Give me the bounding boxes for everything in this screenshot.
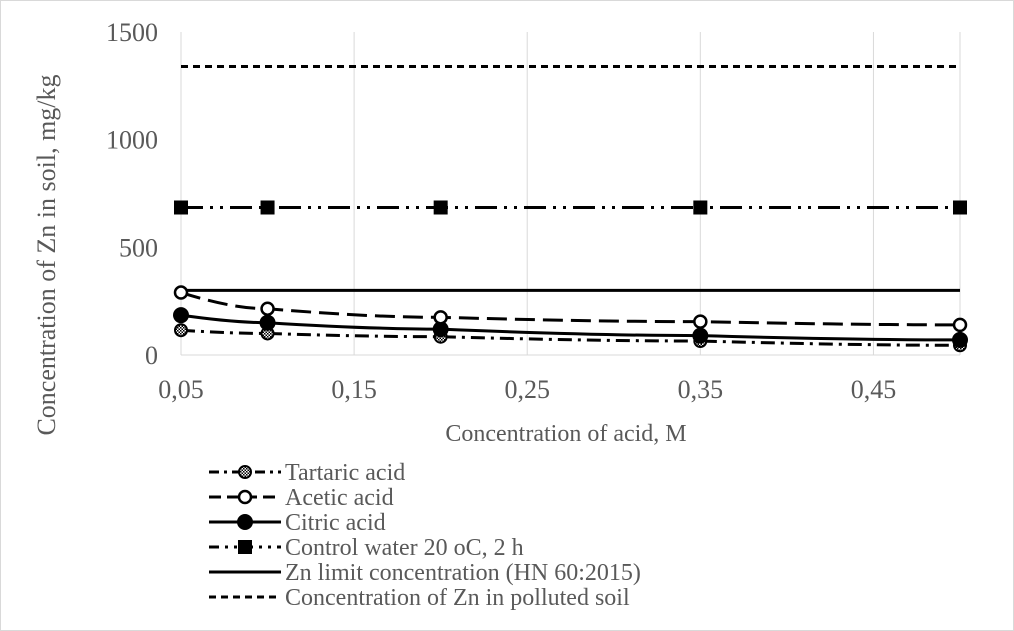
- data-point: [260, 301, 275, 316]
- legend-item: Citric acid: [209, 510, 386, 536]
- data-point: [433, 310, 448, 325]
- series-3: [173, 307, 968, 348]
- legend-marker: [238, 540, 252, 554]
- data-point: [953, 200, 967, 215]
- data-point: [952, 317, 968, 333]
- data-point: [693, 200, 708, 215]
- data-point: [173, 285, 189, 300]
- x-tick-label: 0,05: [158, 375, 204, 404]
- legend-item: Tartaric acid: [209, 460, 405, 486]
- y-tick-label: 1500: [106, 18, 158, 47]
- data-point: [174, 323, 188, 338]
- legend-label: Tartaric acid: [285, 460, 405, 486]
- series-2: [173, 285, 968, 333]
- data-point: [173, 307, 189, 324]
- legend-label: Zn limit concentration (HN 60:2015): [285, 560, 641, 586]
- data-point: [692, 327, 709, 344]
- y-tick-label: 1000: [106, 126, 158, 155]
- x-tick-label: 0,35: [678, 375, 724, 404]
- legend-label: Concentration of Zn in polluted soil: [285, 585, 630, 611]
- x-tick-label: 0,45: [851, 375, 897, 404]
- legend-item: Acetic acid: [209, 485, 394, 511]
- series-line: [180, 313, 961, 342]
- data-point: [433, 200, 448, 215]
- data-point: [693, 314, 708, 329]
- series-4: [174, 200, 967, 215]
- x-tick-label: 0,15: [331, 375, 377, 404]
- series-layer: [173, 64, 968, 353]
- y-tick-label: 0: [145, 341, 158, 370]
- x-axis-label: Concentration of acid, M: [445, 421, 686, 447]
- legend-marker: [237, 489, 253, 505]
- legend-label: Citric acid: [285, 510, 386, 536]
- legend-item: Concentration of Zn in polluted soil: [209, 585, 630, 611]
- series-line: [180, 291, 961, 327]
- legend-label: Control water 20 oC, 2 h: [285, 535, 524, 561]
- legend-marker: [237, 514, 253, 530]
- y-axis-label: Concentration of Zn in soil, mg/kg: [32, 74, 61, 435]
- legend-label: Acetic acid: [285, 485, 394, 511]
- data-point: [259, 314, 276, 331]
- data-point: [260, 200, 275, 215]
- data-point: [952, 331, 968, 348]
- legend-marker: [238, 465, 252, 479]
- data-point: [174, 200, 188, 215]
- x-tick-label: 0,25: [504, 375, 550, 404]
- legend-item: Control water 20 oC, 2 h: [209, 535, 524, 561]
- series-line: [180, 328, 961, 347]
- legend-item: Zn limit concentration (HN 60:2015): [209, 560, 641, 586]
- vertical-gridlines: [180, 32, 961, 356]
- axis-ticks: 0 500 1000 1500 0,05 0,15 0,25 0,35 0,45: [106, 18, 896, 404]
- y-tick-label: 500: [119, 233, 158, 262]
